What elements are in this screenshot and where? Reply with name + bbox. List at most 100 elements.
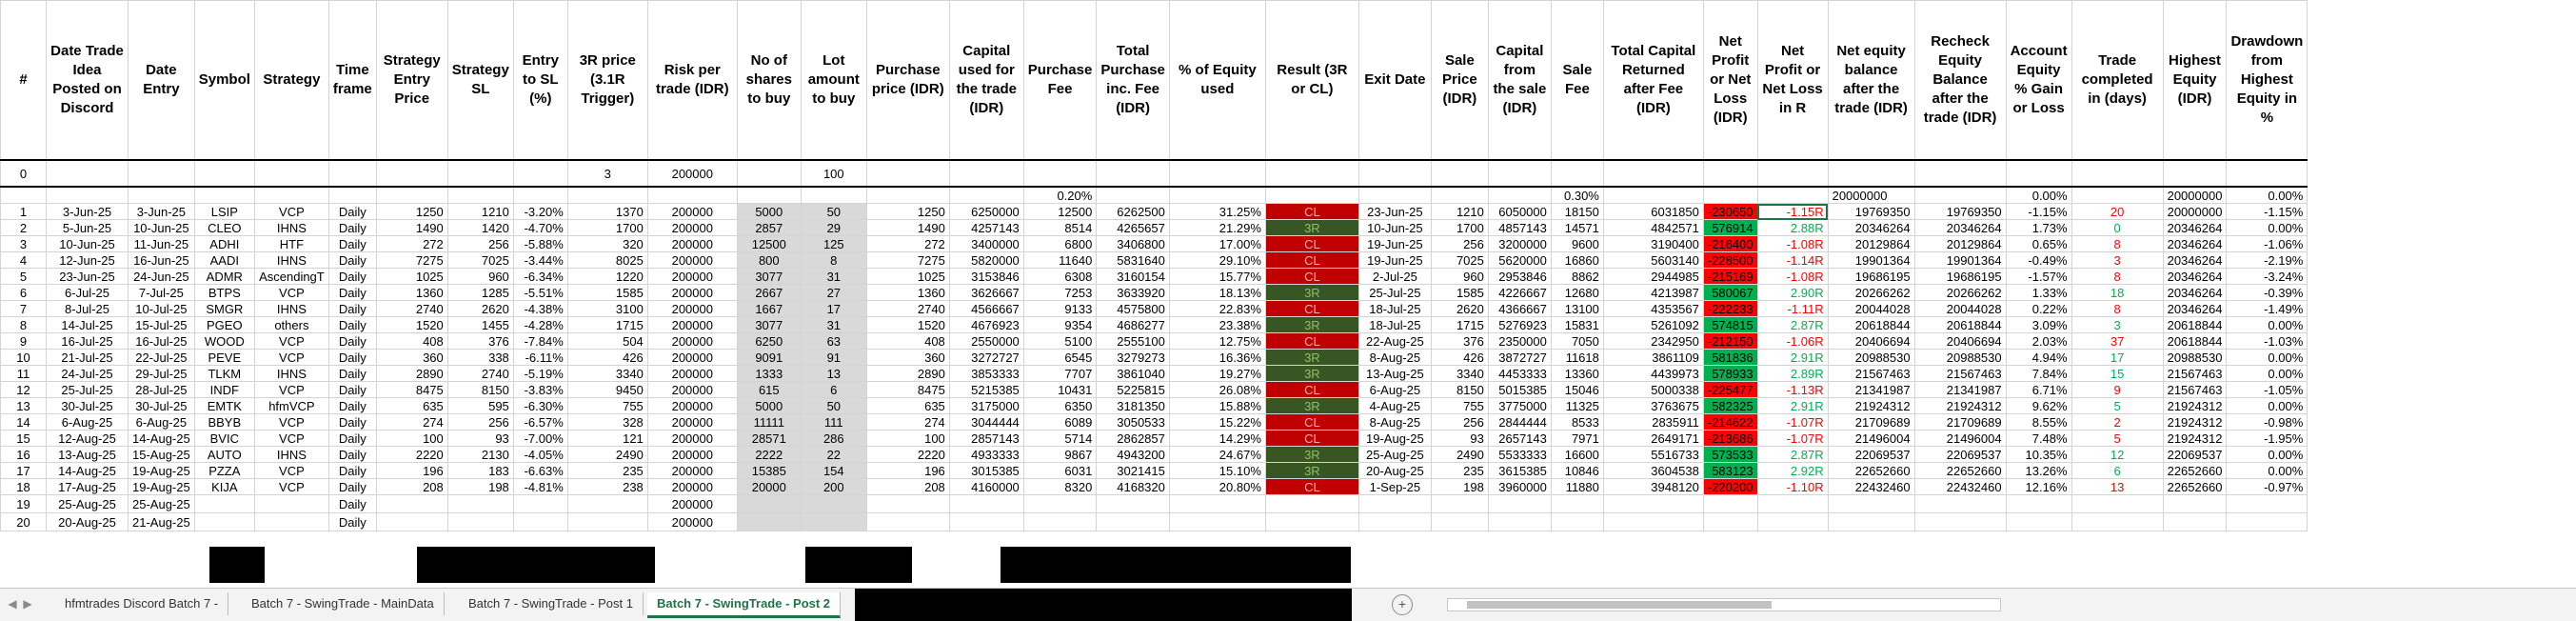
- cell[interactable]: [1702, 186, 1758, 204]
- table-cell[interactable]: 3340: [566, 365, 648, 382]
- table-cell[interactable]: 11111: [736, 413, 802, 431]
- table-cell[interactable]: 5533333: [1487, 446, 1552, 463]
- table-cell[interactable]: 0.00%: [2226, 365, 2308, 382]
- table-cell[interactable]: -4.05%: [512, 446, 568, 463]
- table-cell[interactable]: 16.36%: [1168, 349, 1266, 366]
- table-cell[interactable]: -1.11R: [1756, 300, 1829, 317]
- table-cell[interactable]: 2: [2071, 413, 2164, 431]
- table-cell[interactable]: 21-Aug-25: [128, 512, 195, 531]
- table-cell[interactable]: 16-Jul-25: [46, 332, 129, 350]
- table-cell[interactable]: -214622: [1702, 413, 1758, 431]
- table-cell[interactable]: 3021415: [1096, 462, 1170, 479]
- table-cell[interactable]: 8475: [865, 381, 950, 398]
- header-cell[interactable]: Total Capital Returned after Fee (IDR): [1602, 0, 1704, 161]
- table-cell[interactable]: 1520: [375, 316, 448, 333]
- table-cell[interactable]: -7.00%: [512, 430, 568, 447]
- table-cell[interactable]: 2740: [446, 365, 514, 382]
- table-cell[interactable]: 37: [2071, 332, 2164, 350]
- table-cell[interactable]: 0.65%: [2005, 235, 2072, 252]
- table-cell[interactable]: 2.90R: [1756, 284, 1829, 301]
- cell[interactable]: [1913, 186, 2007, 204]
- table-cell[interactable]: 1455: [446, 316, 514, 333]
- table-cell[interactable]: 1250: [865, 203, 950, 220]
- table-cell[interactable]: 20.80%: [1168, 478, 1266, 495]
- table-cell[interactable]: [865, 494, 950, 513]
- table-cell[interactable]: 1360: [375, 284, 448, 301]
- table-cell[interactable]: 2.03%: [2005, 332, 2072, 350]
- table-cell[interactable]: 235: [566, 462, 648, 479]
- table-cell[interactable]: 20129864: [1827, 235, 1915, 252]
- table-cell[interactable]: [1168, 512, 1266, 531]
- table-cell[interactable]: 4453333: [1487, 365, 1552, 382]
- table-cell[interactable]: 200000: [646, 349, 738, 366]
- table-cell[interactable]: [1913, 494, 2007, 513]
- cell[interactable]: [1487, 159, 1552, 188]
- table-cell[interactable]: 20044028: [1827, 300, 1915, 317]
- table-cell[interactable]: BBYB: [193, 413, 255, 431]
- table-cell[interactable]: [1702, 494, 1758, 513]
- table-cell[interactable]: 6.71%: [2005, 381, 2072, 398]
- table-cell[interactable]: [2071, 494, 2164, 513]
- table-cell[interactable]: -216400: [1702, 235, 1758, 252]
- table-cell[interactable]: 576914: [1702, 219, 1758, 236]
- table-cell[interactable]: 3: [2071, 251, 2164, 269]
- header-cell[interactable]: Capital used for the trade (IDR): [948, 0, 1024, 161]
- table-cell[interactable]: 2.88R: [1756, 219, 1829, 236]
- table-cell[interactable]: BVIC: [193, 430, 255, 447]
- table-cell[interactable]: 20618844: [2162, 316, 2228, 333]
- header-cell[interactable]: Risk per trade (IDR): [646, 0, 738, 161]
- table-cell[interactable]: 200000: [646, 284, 738, 301]
- table-cell[interactable]: [736, 512, 802, 531]
- table-cell[interactable]: -1.13R: [1756, 381, 1829, 398]
- table-cell[interactable]: 7.48%: [2005, 430, 2072, 447]
- sheet-tab[interactable]: Batch 7 - SwingTrade - Post 1: [459, 592, 644, 615]
- table-cell[interactable]: 8: [800, 251, 867, 269]
- table-cell[interactable]: 21924312: [2162, 430, 2228, 447]
- table-cell[interactable]: 20618844: [2162, 332, 2228, 350]
- table-cell[interactable]: 19: [0, 494, 47, 513]
- table-cell[interactable]: 7275: [865, 251, 950, 269]
- table-cell[interactable]: 574815: [1702, 316, 1758, 333]
- table-cell[interactable]: 14.29%: [1168, 430, 1266, 447]
- table-cell[interactable]: 583123: [1702, 462, 1758, 479]
- table-cell[interactable]: CL: [1264, 235, 1359, 252]
- table-cell[interactable]: [2005, 512, 2072, 531]
- table-cell[interactable]: 755: [1430, 397, 1489, 414]
- table-cell[interactable]: 3861040: [1096, 365, 1170, 382]
- table-cell[interactable]: 360: [865, 349, 950, 366]
- table-cell[interactable]: 200000: [646, 430, 738, 447]
- table-cell[interactable]: 17.00%: [1168, 235, 1266, 252]
- table-cell[interactable]: 208: [865, 478, 950, 495]
- table-cell[interactable]: -1.10R: [1756, 478, 1829, 495]
- table-cell[interactable]: 20406694: [1913, 332, 2007, 350]
- table-cell[interactable]: 6-Aug-25: [128, 413, 195, 431]
- table-cell[interactable]: -220200: [1702, 478, 1758, 495]
- cell[interactable]: [736, 159, 802, 188]
- cell[interactable]: [512, 159, 568, 188]
- table-cell[interactable]: 8320: [1022, 478, 1098, 495]
- table-cell[interactable]: 16860: [1550, 251, 1604, 269]
- table-cell[interactable]: 6-Aug-25: [1357, 381, 1432, 398]
- table-cell[interactable]: 200000: [646, 413, 738, 431]
- table-cell[interactable]: -5.19%: [512, 365, 568, 382]
- table-cell[interactable]: CL: [1264, 300, 1359, 317]
- table-cell[interactable]: 50: [800, 397, 867, 414]
- table-cell[interactable]: 14-Aug-25: [46, 462, 129, 479]
- table-cell[interactable]: 3763675: [1602, 397, 1704, 414]
- table-cell[interactable]: -225477: [1702, 381, 1758, 398]
- table-cell[interactable]: 3100: [566, 300, 648, 317]
- cell[interactable]: [1430, 186, 1489, 204]
- table-cell[interactable]: 1333: [736, 365, 802, 382]
- table-cell[interactable]: [2226, 494, 2308, 513]
- table-cell[interactable]: 15.88%: [1168, 397, 1266, 414]
- table-cell[interactable]: 198: [1430, 478, 1489, 495]
- table-cell[interactable]: 20988530: [2162, 349, 2228, 366]
- table-cell[interactable]: CL: [1264, 413, 1359, 431]
- table-cell[interactable]: [253, 494, 329, 513]
- table-cell[interactable]: -6.30%: [512, 397, 568, 414]
- table-cell[interactable]: 21567463: [2162, 365, 2228, 382]
- table-cell[interactable]: 1700: [566, 219, 648, 236]
- header-cell[interactable]: Strategy: [253, 0, 329, 161]
- table-cell[interactable]: 2342950: [1602, 332, 1704, 350]
- table-cell[interactable]: 1210: [446, 203, 514, 220]
